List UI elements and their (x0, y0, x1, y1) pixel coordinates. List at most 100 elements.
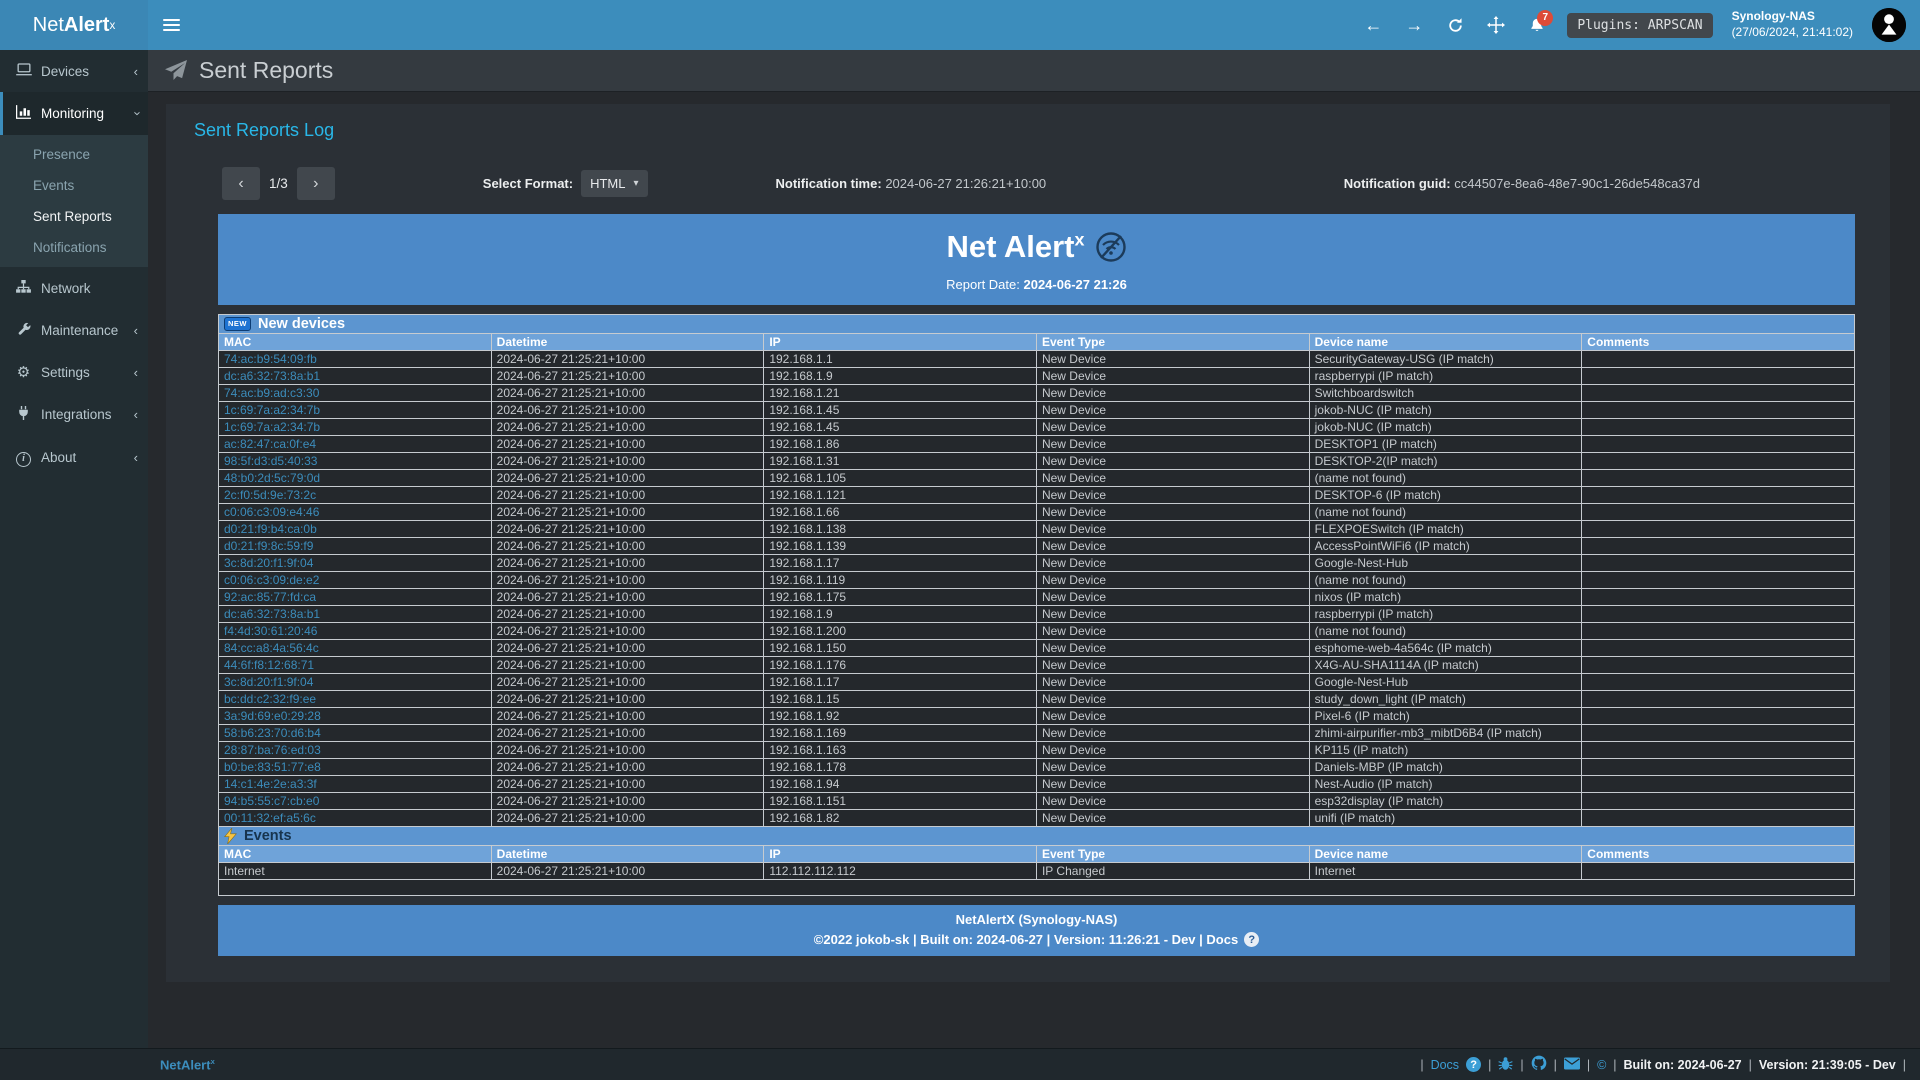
table-cell (1581, 452, 1855, 470)
table-cell: 2024-06-27 21:25:21+10:00 (490, 809, 765, 827)
mac-link-cell[interactable]: bc:dd:c2:32:f9:ee (218, 690, 492, 708)
mac-link-cell[interactable]: 00:11:32:ef:a5:6c (218, 809, 492, 827)
mac-link-cell[interactable]: 74:ac:b9:ad:c3:30 (218, 384, 492, 402)
table-cell: 2024-06-27 21:25:21+10:00 (490, 639, 765, 657)
table-cell: 2024-06-27 21:25:21+10:00 (490, 367, 765, 385)
mac-link-cell[interactable]: dc:a6:32:73:8a:b1 (218, 605, 492, 623)
table-cell: New Device (1035, 537, 1310, 555)
mac-link-cell[interactable]: d0:21:f9:8c:59:f9 (218, 537, 492, 555)
column-header: Comments (1581, 333, 1855, 351)
notification-time-value: 2024-06-27 21:26:21+10:00 (885, 176, 1047, 191)
sidebar-item-network[interactable]: Network (0, 267, 148, 309)
mac-link-cell[interactable]: 14:c1:4e:2e:a3:3f (218, 775, 492, 793)
sidebar-item-devices[interactable]: Devices ‹ (0, 50, 148, 92)
refresh-button[interactable] (1444, 17, 1466, 34)
app-logo[interactable]: Net Alert x (0, 0, 148, 50)
table-cell: 192.168.1.163 (763, 741, 1037, 759)
mac-link-cell[interactable]: 28:87:ba:76:ed:03 (218, 741, 492, 759)
sidebar-item-sent-reports[interactable]: Sent Reports (33, 209, 112, 224)
navbar-right: ← → 7 Plugins: ARPSCAN Synology-NAS (27/… (1362, 0, 1920, 50)
column-header: Event Type (1035, 333, 1310, 351)
table-cell: unifi (IP match) (1308, 809, 1583, 827)
next-page-button[interactable]: › (296, 167, 335, 200)
move-button[interactable] (1485, 16, 1507, 34)
new-devices-section-title: New devices (258, 316, 346, 332)
table-cell (1581, 554, 1855, 572)
table-cell: DESKTOP-6 (IP match) (1308, 486, 1583, 504)
mac-link-cell[interactable]: 44:6f:f8:12:68:71 (218, 656, 492, 674)
mac-link-cell[interactable]: 92:ac:85:77:fd:ca (218, 588, 492, 606)
mac-link-cell[interactable]: c0:06:c3:09:e4:46 (218, 503, 492, 521)
mac-link-cell[interactable]: 1c:69:7a:a2:34:7b (218, 401, 492, 419)
report-title-sup: x (1074, 229, 1085, 250)
mac-link-cell[interactable]: 58:b6:23:70:d6:b4 (218, 724, 492, 742)
mac-link-cell[interactable]: 84:cc:a8:4a:56:4c (218, 639, 492, 657)
table-row: f4:4d:30:61:20:46 2024-06-27 21:25:21+10:… (218, 622, 1855, 640)
email-link[interactable] (1563, 1057, 1580, 1073)
sidebar-item-maintenance[interactable]: Maintenance ‹ (0, 309, 148, 352)
mac-link-cell[interactable]: 3a:9d:69:e0:29:28 (218, 707, 492, 725)
sidebar-item-integrations[interactable]: Integrations ‹ (0, 393, 148, 436)
mac-link-cell[interactable]: b0:be:83:51:77:e8 (218, 758, 492, 776)
mac-link-cell[interactable]: 98:5f:d3:d5:40:33 (218, 452, 492, 470)
sidebar-item-settings[interactable]: ⚙ Settings ‹ (0, 352, 148, 393)
table-cell: 2024-06-27 21:25:21+10:00 (490, 503, 765, 521)
mac-link-cell[interactable]: 74:ac:b9:54:09:fb (218, 350, 492, 368)
table-cell: New Device (1035, 639, 1310, 657)
back-arrow-button[interactable]: ← (1364, 15, 1383, 35)
new-badge-icon: NEW (224, 317, 251, 331)
mac-link-cell[interactable]: 1c:69:7a:a2:34:7b (218, 418, 492, 436)
table-cell (1581, 792, 1855, 810)
mac-link-cell[interactable]: 48:b0:2d:5c:79:0d (218, 469, 492, 487)
table-row: dc:a6:32:73:8a:b1 2024-06-27 21:25:21+10:… (218, 367, 1855, 385)
user-avatar[interactable] (1872, 8, 1906, 42)
new-devices-header-row: MAC Datetime IP Event Type Device name Commen… (218, 333, 1855, 351)
footer-brand-text: NetAlert (160, 1057, 211, 1073)
sidebar-item-events[interactable]: Events (33, 178, 75, 193)
docs-link[interactable]: Docs (1430, 1057, 1460, 1072)
mac-link-cell[interactable]: c0:06:c3:09:de:e2 (218, 571, 492, 589)
sidebar-item-notifications[interactable]: Notifications (33, 240, 107, 255)
mac-link-cell[interactable]: 94:b5:55:c7:cb:e0 (218, 792, 492, 810)
table-cell (1581, 435, 1855, 453)
plugins-status-badge[interactable]: Plugins: ARPSCAN (1567, 12, 1713, 38)
table-cell: 2024-06-27 21:25:21+10:00 (490, 588, 765, 606)
report-footer: NetAlertX (Synology-NAS) ©2022 jokob-sk … (218, 905, 1855, 956)
mac-link-cell[interactable]: dc:a6:32:73:8a:b1 (218, 367, 492, 385)
copyright-link[interactable]: © (1597, 1057, 1607, 1072)
sidebar-item-presence[interactable]: Presence (33, 147, 91, 162)
table-cell: New Device (1035, 469, 1310, 487)
sidebar-item-monitoring[interactable]: Monitoring ‹ (0, 92, 148, 135)
table-row: 74:ac:b9:54:09:fb 2024-06-27 21:25:21+10:… (218, 350, 1855, 368)
table-cell: 2024-06-27 21:25:21+10:00 (490, 656, 765, 674)
github-link[interactable] (1531, 1055, 1547, 1074)
report-header: Net Alertx Report Date: 2024-06-27 21:26 (218, 214, 1855, 305)
sidebar-toggle-button[interactable] (148, 0, 194, 50)
question-circle-icon[interactable]: ? (1466, 1057, 1482, 1072)
mac-link-cell[interactable]: 3c:8d:20:f1:9f:04 (218, 673, 492, 691)
sidebar-item-label: Network (41, 280, 91, 296)
mac-link-cell[interactable]: ac:82:47:ca:0f:e4 (218, 435, 492, 453)
notification-guid: Notification guid: cc44507e-8ea6-48e7-90… (1344, 176, 1700, 191)
top-navbar: Net Alert x ← → 7 Plugins: ARPSCAN Synolog… (0, 0, 1920, 50)
question-circle-icon[interactable]: ? (1244, 932, 1260, 947)
mac-link-cell[interactable]: f4:4d:30:61:20:46 (218, 622, 492, 640)
previous-page-button[interactable]: ‹ (222, 167, 260, 200)
separator: | (1420, 1057, 1424, 1072)
mac-link-cell[interactable]: 3c:8d:20:f1:9f:04 (218, 554, 492, 572)
sidebar-item-about[interactable]: i About ‹ (0, 436, 148, 480)
box-title-link[interactable]: Sent Reports Log (194, 120, 335, 140)
mac-link-cell[interactable]: 2c:f0:5d:9e:73:2c (218, 486, 492, 504)
bug-report-link[interactable] (1498, 1056, 1513, 1074)
table-cell (1581, 350, 1855, 368)
table-cell (1581, 741, 1855, 759)
table-cell (1581, 384, 1855, 402)
mac-link-cell[interactable]: d0:21:f9:b4:ca:0b (218, 520, 492, 538)
format-select[interactable]: HTML ▾ (581, 170, 648, 197)
table-cell (1581, 724, 1855, 742)
table-cell: Nest-Audio (IP match) (1308, 775, 1583, 793)
notifications-bell-button[interactable]: 7 (1526, 9, 1554, 34)
table-cell: esphome-web-4a564c (IP match) (1308, 639, 1583, 657)
forward-arrow-button[interactable]: → (1405, 15, 1424, 35)
footer-brand-link[interactable]: NetAlertx (160, 1057, 215, 1072)
